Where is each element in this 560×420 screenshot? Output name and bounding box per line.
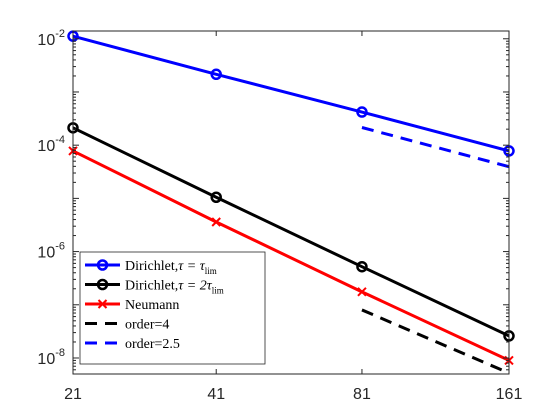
y-tick-label-1-base: 10 (37, 245, 55, 262)
legend-label-3: order=4 (125, 318, 169, 333)
y-tick-label-0-base: 10 (37, 351, 55, 368)
axes-box (72, 30, 510, 375)
y-tick-label-3-exp: -2 (55, 28, 65, 40)
series-4 (361, 126, 510, 169)
x-tick-label-1: 41 (207, 386, 225, 403)
legend-box (79, 251, 266, 365)
series-1-point-2 (356, 260, 368, 273)
series-0-line (72, 34, 510, 153)
legend-marker-2-stroke-b (97, 299, 108, 309)
legend-label-1-text: Dirichlet, (125, 279, 178, 294)
series-0-point-1 (210, 68, 222, 81)
y-tick-label-1: 10-6 (37, 241, 65, 262)
series-2-point-2 (357, 287, 367, 297)
x-tick-label-0: 21 (64, 386, 82, 403)
legend-label-1-sub: lim (212, 286, 224, 296)
x-tick-label-3: 161 (496, 386, 523, 403)
legend-entry-0: Dirichlet,τ = τlim (85, 259, 217, 276)
series-1-line (72, 126, 510, 338)
series-2-point-1 (211, 217, 221, 227)
legend-entry-4: order=2.5 (85, 337, 180, 352)
legend-label-4: order=2.5 (125, 337, 180, 352)
legend-entry-1: Dirichlet,τ = 2τlim (85, 279, 224, 296)
series-2-line (72, 149, 510, 362)
y-tick-label-0: 10-8 (37, 347, 65, 368)
legend-label-2: Neumann (125, 298, 179, 313)
legend-entry-3: order=4 (85, 318, 169, 333)
legend-label-3-text: order=4 (125, 318, 169, 333)
legend-entry-2: Neumann (85, 298, 179, 313)
legend-label-0-sub: lim (205, 266, 217, 276)
series-2-point-1-stroke-b (211, 217, 221, 227)
y-tick-label-3: 10-2 (37, 28, 65, 49)
y-tick-label-2-exp: -4 (55, 134, 65, 146)
series-2-point-2-stroke-b (357, 287, 367, 297)
y-tick-label-1-exp: -6 (55, 241, 65, 253)
series-3-line (361, 308, 510, 375)
legend-label-4-text: order=2.5 (125, 337, 180, 352)
series-0-point-2 (356, 106, 368, 118)
series-4-line (361, 126, 510, 169)
legend-label-1-tau: τ = 2τ (178, 279, 212, 294)
y-tick-label-0-exp: -8 (55, 347, 65, 359)
legend-label-0: Dirichlet,τ = τlim (125, 259, 217, 276)
x-tick-label-2: 81 (353, 386, 371, 403)
legend-marker-1 (96, 278, 109, 291)
legend-label-0-tau: τ = τ (178, 259, 205, 274)
legend-marker-0 (96, 259, 109, 271)
legend-marker-2 (97, 299, 108, 309)
series-1-point-1 (210, 191, 222, 204)
legend-label-1: Dirichlet,τ = 2τlim (125, 279, 224, 296)
series-3 (361, 308, 510, 375)
y-tick-label-2-base: 10 (37, 138, 55, 155)
y-tick-label-3-base: 10 (37, 32, 55, 49)
legend-label-2-text: Neumann (125, 298, 179, 313)
y-tick-label-2: 10-4 (37, 134, 65, 155)
legend-label-0-text: Dirichlet, (125, 259, 178, 274)
